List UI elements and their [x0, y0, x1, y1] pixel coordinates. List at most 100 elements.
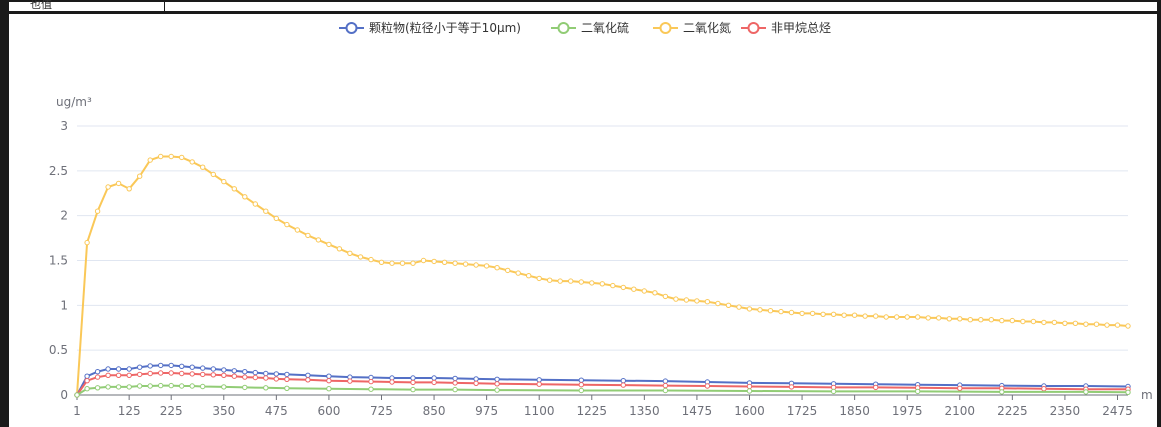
legend[interactable]: 颗粒物(粒径小于等于10μm) 二氧化硫 二氧化氮 非甲烷总烃: [339, 20, 831, 35]
x-tick-label: 600: [317, 404, 340, 418]
data-point: [851, 312, 858, 318]
data-point: [94, 374, 101, 380]
data-point: [315, 237, 322, 243]
data-point: [158, 382, 164, 389]
data-point: [557, 278, 563, 284]
data-point: [1051, 319, 1058, 326]
data-point: [221, 372, 227, 378]
data-point: [326, 241, 332, 248]
legend-item[interactable]: 二氧化氮: [653, 20, 731, 35]
data-point: [925, 315, 931, 321]
data-point: [242, 369, 248, 375]
legend-circle-icon: [557, 22, 570, 34]
data-point: [242, 194, 248, 200]
data-point: [189, 383, 195, 389]
legend-item[interactable]: 二氧化硫: [551, 20, 629, 35]
data-point: [126, 384, 132, 390]
table-row-divider: [9, 11, 1157, 14]
series-0: [74, 362, 1131, 398]
data-point: [494, 265, 500, 271]
series-1: [74, 382, 1131, 398]
data-point: [494, 381, 500, 387]
data-point: [231, 368, 238, 374]
data-point: [168, 370, 174, 376]
x-tick-label: 350: [212, 404, 235, 418]
legend-item[interactable]: 非甲烷总烃: [741, 21, 831, 35]
data-point: [505, 267, 511, 274]
data-point: [431, 379, 437, 386]
data-point: [694, 298, 700, 304]
data-point: [746, 306, 753, 312]
data-point: [252, 369, 259, 376]
data-point: [105, 372, 111, 378]
data-point: [273, 376, 279, 382]
data-point: [347, 250, 353, 257]
data-point: [578, 279, 584, 285]
data-point: [873, 384, 879, 391]
legend-item[interactable]: 颗粒物(粒径小于等于10μm): [339, 20, 521, 35]
data-point: [252, 201, 259, 207]
data-point: [452, 260, 458, 266]
data-point: [210, 372, 217, 378]
data-point: [326, 373, 332, 379]
x-tick-label: 1: [73, 404, 81, 418]
data-point: [74, 392, 80, 398]
data-point: [368, 386, 374, 392]
data-point: [115, 372, 122, 378]
data-point: [336, 246, 343, 252]
data-point: [189, 371, 195, 377]
data-point: [410, 379, 416, 386]
data-point: [200, 365, 206, 371]
data-point: [221, 178, 227, 185]
data-point: [168, 362, 174, 369]
frame-top-border: [0, 0, 1161, 2]
y-tick-label: 2.5: [49, 164, 68, 178]
x-tick-label: 2225: [997, 404, 1028, 418]
data-point: [452, 386, 458, 393]
data-point: [263, 375, 269, 381]
data-point: [547, 277, 553, 283]
data-point: [179, 370, 185, 377]
y-tick-label: 0: [60, 388, 68, 402]
data-point: [1009, 317, 1015, 324]
data-point: [1125, 389, 1131, 395]
data-point: [683, 297, 690, 303]
data-point: [578, 382, 584, 388]
x-tick-label: 225: [160, 404, 183, 418]
data-point: [946, 316, 952, 322]
data-point: [242, 374, 248, 380]
table-cell-divider: [164, 0, 165, 12]
data-point: [242, 384, 248, 391]
data-point: [431, 258, 437, 265]
x-tick-label: 1975: [892, 404, 923, 418]
data-point: [441, 259, 448, 265]
data-point: [999, 317, 1005, 324]
data-point: [305, 372, 311, 378]
grid-lines: [77, 125, 1128, 351]
data-point: [273, 215, 279, 222]
frame-left-border: [0, 0, 9, 427]
data-point: [147, 157, 153, 163]
data-point: [389, 379, 395, 385]
data-point: [200, 371, 206, 378]
data-point: [620, 378, 626, 384]
data-point: [788, 384, 795, 390]
data-point: [809, 310, 816, 317]
data-point: [568, 278, 574, 284]
data-point: [978, 317, 984, 323]
data-point: [221, 384, 227, 390]
data-point: [158, 370, 164, 376]
x-tick-label: 1475: [682, 404, 713, 418]
data-point: [326, 378, 332, 384]
data-point: [1041, 319, 1047, 326]
data-point: [263, 370, 269, 377]
y-axis: 0 0.5 1 1.5 2 2.5 3: [49, 119, 68, 402]
x-tick-label: 725: [370, 404, 393, 418]
data-point: [273, 371, 279, 377]
data-point: [389, 260, 395, 266]
x-tick-label: 1350: [629, 404, 660, 418]
series-line: [76, 155, 1129, 396]
series-line: [76, 384, 1129, 396]
x-axis-unit-label: m: [1141, 388, 1153, 402]
